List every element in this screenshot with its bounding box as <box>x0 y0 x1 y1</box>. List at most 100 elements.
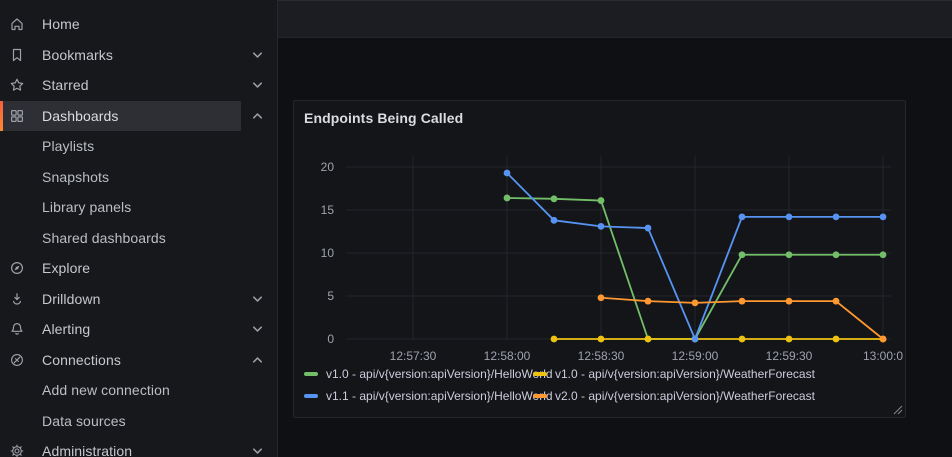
sidebar-item-connections[interactable]: Connections <box>0 345 277 376</box>
legend-item[interactable]: v1.0 - api/v{version:apiVersion}/HelloWo… <box>304 367 553 381</box>
chart-data-point[interactable] <box>644 335 652 343</box>
panel-title[interactable]: Endpoints Being Called <box>304 110 464 126</box>
time-series-chart[interactable]: 0 5 10 15 20 12:57:30 12:58:00 12:58:30 12:59:00… <box>294 101 905 417</box>
sidebar-item-drilldown[interactable]: Drilldown <box>0 284 277 315</box>
sidebar-item-explore[interactable]: Explore <box>0 253 277 284</box>
sidebar-item-library-panels[interactable]: Library panels <box>0 192 277 223</box>
legend-row: v1.0 - api/v{version:apiVersion}/HelloWo… <box>304 363 899 385</box>
sidebar: Home Bookmarks Starred Dashboards Playlists S… <box>0 0 278 457</box>
chart-legend: v1.0 - api/v{version:apiVersion}/HelloWo… <box>304 363 899 407</box>
sidebar-item-label: Playlists <box>42 138 95 155</box>
chart-data-point[interactable] <box>550 195 558 203</box>
legend-item[interactable]: v1.1 - api/v{version:apiVersion}/HelloWo… <box>304 389 553 403</box>
sidebar-item-label: Snapshots <box>42 168 110 185</box>
sidebar-item-label: Home <box>42 16 80 33</box>
chevron-down-icon[interactable] <box>250 78 265 93</box>
sidebar-item-label: Data sources <box>42 412 126 429</box>
star-icon <box>8 76 26 94</box>
chart-data-point[interactable] <box>644 297 652 305</box>
drilldown-icon <box>8 290 26 308</box>
legend-label: v1.0 - api/v{version:apiVersion}/Weather… <box>555 367 815 381</box>
chart-data-point[interactable] <box>738 251 746 259</box>
x-axis-tick-label: 12:58:30 <box>578 349 625 363</box>
chart-data-point[interactable] <box>503 169 511 177</box>
sidebar-item-label: Connections <box>42 351 121 368</box>
legend-row: v1.1 - api/v{version:apiVersion}/HelloWo… <box>304 385 899 407</box>
chart-data-point[interactable] <box>785 251 793 259</box>
y-axis-tick-label: 15 <box>321 203 335 217</box>
chart-data-point[interactable] <box>785 297 793 305</box>
chart-data-point[interactable] <box>597 197 605 204</box>
sidebar-item-starred[interactable]: Starred <box>0 70 277 101</box>
sidebar-item-label: Alerting <box>42 321 91 338</box>
chart-data-point[interactable] <box>785 213 793 221</box>
legend-marker-icon <box>533 394 547 398</box>
sidebar-item-data-sources[interactable]: Data sources <box>0 406 277 437</box>
chart-data-point[interactable] <box>879 251 887 259</box>
sidebar-item-shared-dashboards[interactable]: Shared dashboards <box>0 223 277 254</box>
sidebar-item-dashboards[interactable]: Dashboards <box>0 100 277 131</box>
legend-label: v1.0 - api/v{version:apiVersion}/HelloWo… <box>326 367 553 381</box>
chevron-down-icon[interactable] <box>250 444 265 457</box>
chevron-down-icon[interactable] <box>250 47 265 62</box>
compass-icon <box>8 259 26 277</box>
chart-data-point[interactable] <box>644 224 652 232</box>
chart-data-point[interactable] <box>738 335 746 343</box>
chart-data-point[interactable] <box>879 213 887 221</box>
sidebar-item-add-new-connection[interactable]: Add new connection <box>0 375 277 406</box>
bell-icon <box>8 320 26 338</box>
chevron-up-icon[interactable] <box>250 108 265 123</box>
sidebar-item-administration[interactable]: Administration <box>0 436 277 457</box>
chart-data-point[interactable] <box>597 335 605 343</box>
home-icon <box>8 15 26 33</box>
chart-data-point[interactable] <box>832 213 840 221</box>
chart-data-point[interactable] <box>879 335 887 343</box>
main-content: Endpoints Being Called 0 5 10 15 20 12:57:30 1… <box>278 38 952 457</box>
sidebar-item-alerting[interactable]: Alerting <box>0 314 277 345</box>
legend-label: v2.0 - api/v{version:apiVersion}/Weather… <box>555 389 815 403</box>
chevron-down-icon[interactable] <box>250 291 265 306</box>
legend-label: v1.1 - api/v{version:apiVersion}/HelloWo… <box>326 389 553 403</box>
sidebar-item-label: Starred <box>42 77 89 94</box>
chart-data-point[interactable] <box>550 335 558 343</box>
sidebar-item-home[interactable]: Home <box>0 9 277 40</box>
x-axis-tick-label: 13:00:0 <box>863 349 903 363</box>
sidebar-item-snapshots[interactable]: Snapshots <box>0 162 277 193</box>
chart-data-point[interactable] <box>738 213 746 221</box>
chevron-up-icon[interactable] <box>250 352 265 367</box>
chart-data-point[interactable] <box>832 297 840 305</box>
sidebar-item-label: Library panels <box>42 199 132 216</box>
legend-item[interactable]: v2.0 - api/v{version:apiVersion}/Weather… <box>533 389 815 403</box>
x-axis-tick-label: 12:57:30 <box>390 349 437 363</box>
chevron-down-icon[interactable] <box>250 322 265 337</box>
sidebar-item-label: Add new connection <box>42 382 170 399</box>
chart-data-point[interactable] <box>503 194 511 202</box>
sidebar-item-label: Bookmarks <box>42 46 113 63</box>
chart-data-point[interactable] <box>597 222 605 230</box>
chart-data-point[interactable] <box>691 299 699 307</box>
chart-data-point[interactable] <box>738 297 746 305</box>
chart-data-point[interactable] <box>550 216 558 224</box>
chart-data-point[interactable] <box>597 294 605 302</box>
plug-icon <box>8 351 26 369</box>
x-axis-tick-label: 12:59:00 <box>672 349 719 363</box>
chart-data-point[interactable] <box>832 335 840 343</box>
panel-endpoints-being-called: Endpoints Being Called 0 5 10 15 20 12:57:30 1… <box>293 100 906 418</box>
sidebar-item-label: Explore <box>42 260 91 277</box>
sidebar-item-playlists[interactable]: Playlists <box>0 131 277 162</box>
sidebar-item-label: Administration <box>42 443 133 457</box>
chart-data-point[interactable] <box>691 335 699 343</box>
gear-icon <box>8 442 26 457</box>
sidebar-item-label: Drilldown <box>42 290 101 307</box>
y-axis-tick-label: 0 <box>327 332 334 346</box>
sidebar-item-bookmarks[interactable]: Bookmarks <box>0 40 277 71</box>
x-axis-tick-label: 12:58:00 <box>484 349 531 363</box>
chart-data-point[interactable] <box>785 335 793 343</box>
panel-resize-handle-icon[interactable] <box>892 404 903 415</box>
legend-item[interactable]: v1.0 - api/v{version:apiVersion}/Weather… <box>533 367 815 381</box>
bookmark-icon <box>8 46 26 64</box>
y-axis-tick-label: 20 <box>321 160 335 174</box>
chart-data-point[interactable] <box>832 251 840 259</box>
y-axis-tick-label: 5 <box>327 289 334 303</box>
